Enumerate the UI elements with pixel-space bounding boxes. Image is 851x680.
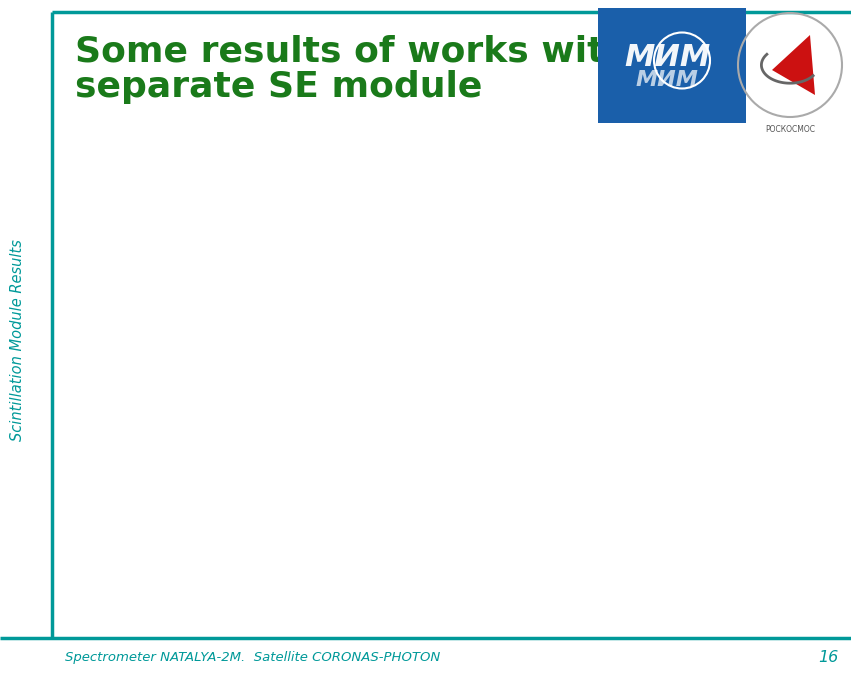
- Text: separate SE module: separate SE module: [75, 70, 483, 104]
- Text: МИМ: МИМ: [624, 43, 710, 72]
- FancyBboxPatch shape: [598, 8, 746, 123]
- Text: Scintillation Module Results: Scintillation Module Results: [10, 239, 26, 441]
- Text: 16: 16: [818, 651, 838, 666]
- Text: МИМ: МИМ: [636, 71, 699, 90]
- Text: Spectrometer NATALYA-2M.  Satellite CORONAS-PHOTON: Spectrometer NATALYA-2M. Satellite CORON…: [65, 651, 440, 664]
- Polygon shape: [772, 35, 815, 95]
- Text: Some results of works with the: Some results of works with the: [75, 35, 711, 69]
- Text: РОСКОСМОС: РОСКОСМОС: [765, 125, 815, 134]
